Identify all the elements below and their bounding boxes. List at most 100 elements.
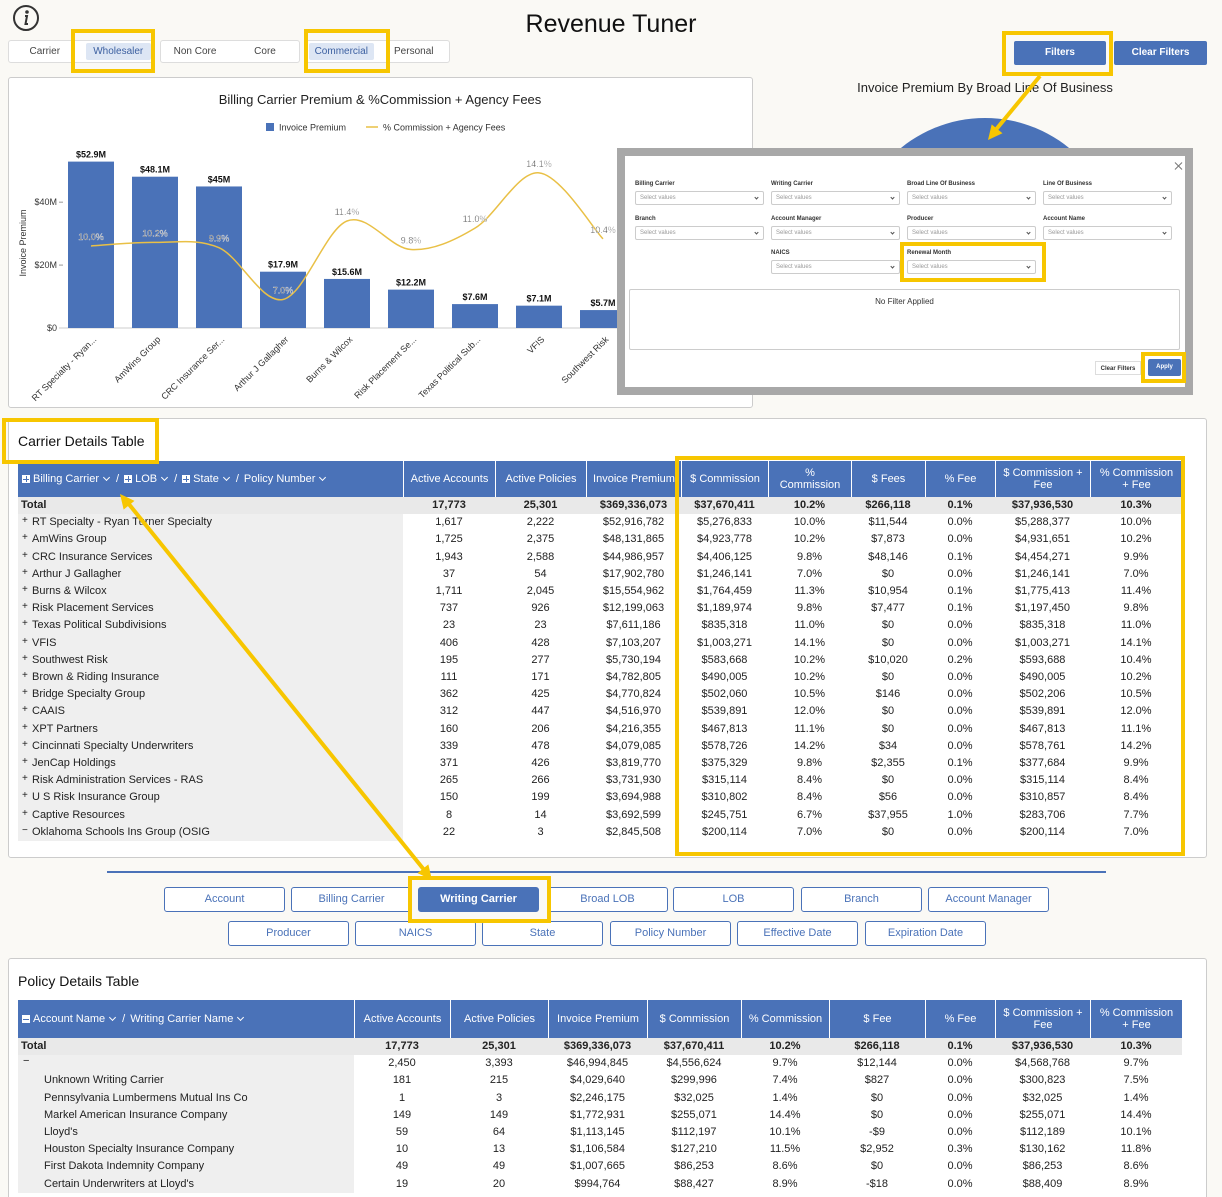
view-button[interactable]: Account Manager (928, 887, 1049, 912)
row-label: Captive Resources (32, 808, 125, 821)
column-header[interactable]: Active Accounts (403, 461, 495, 497)
line-value-label: 10.0% (78, 232, 104, 242)
cell: 9.9% (1123, 550, 1149, 563)
line-value-label: 11.4% (335, 207, 360, 217)
cell: $86,253 (674, 1160, 714, 1173)
cell: $1,246,141 (1014, 567, 1071, 580)
expand-toggle[interactable]: + (22, 584, 28, 595)
expand-toggle[interactable]: + (22, 790, 28, 802)
field-label: Writing Carrier (771, 181, 813, 187)
view-button[interactable]: Producer (228, 921, 349, 946)
cell: 11.3% (794, 585, 825, 597)
cell: 14 (534, 808, 547, 821)
expand-toggle[interactable]: + (22, 721, 28, 733)
expand-toggle[interactable]: + (22, 601, 28, 613)
info-icon[interactable] (10, 4, 42, 36)
expand-toggle[interactable]: + (22, 687, 28, 699)
dropdown-arrow (754, 195, 759, 200)
cell: 13 (492, 1143, 506, 1156)
cell: 1.4% (772, 1091, 798, 1104)
cell: 10.2% (793, 533, 826, 546)
expand-toggle[interactable]: + (22, 635, 28, 647)
expand-toggle[interactable]: + (22, 704, 28, 716)
button[interactable]: Clear Filters (1114, 41, 1207, 65)
view-button[interactable]: NAICS (355, 921, 476, 946)
expand-toggle[interactable]: + (22, 618, 28, 630)
view-button[interactable]: State (482, 921, 603, 946)
column-header[interactable]: % Fee (925, 461, 995, 497)
select[interactable]: Select values (1043, 191, 1172, 205)
expand-toggle[interactable]: − (22, 824, 28, 836)
select[interactable]: Select values (771, 260, 900, 274)
view-button[interactable]: LOB (673, 887, 794, 912)
cell: 1,617 (435, 516, 463, 529)
column-header[interactable]: % Fee (925, 1000, 995, 1038)
expand-toggle[interactable]: + (22, 807, 28, 819)
column-header[interactable]: $ Commission (681, 461, 768, 497)
column-header[interactable]: $ Commission (647, 1000, 741, 1038)
expand-toggle[interactable]: + (22, 515, 28, 527)
cell: $12,144 (857, 1057, 897, 1070)
cell: $315,114 (701, 774, 748, 787)
toggle[interactable]: Core (254, 46, 276, 57)
cell: 10 (395, 1143, 409, 1156)
button[interactable]: Clear Filters (1095, 361, 1141, 375)
expand-toggle[interactable]: + (22, 756, 28, 767)
column-header[interactable]: $ Fees (851, 461, 925, 497)
view-button[interactable]: Billing Carrier (291, 887, 412, 912)
cell: $377,684 (1019, 757, 1066, 769)
column-header[interactable]: % Commission + Fee (1090, 461, 1182, 497)
view-button[interactable]: Effective Date (737, 921, 858, 946)
select[interactable]: Select values (635, 191, 764, 205)
expand-toggle[interactable]: + (22, 773, 28, 785)
select[interactable]: Select values (907, 191, 1036, 205)
button[interactable]: Apply (1148, 359, 1181, 376)
cell: 11.1% (1120, 722, 1152, 735)
view-button[interactable]: Broad LOB (547, 887, 668, 912)
expand-toggle[interactable]: + (22, 652, 28, 664)
sort-icon (222, 473, 230, 482)
cell: 7.0% (796, 825, 823, 838)
column-header[interactable]: $ Commission + Fee (995, 461, 1090, 497)
column-header[interactable]: Active Policies (450, 1000, 548, 1038)
view-button[interactable]: Branch (801, 887, 922, 912)
column-header[interactable]: Invoice Premium (586, 461, 681, 497)
select[interactable]: Select values (1043, 225, 1172, 240)
select[interactable]: Select values (771, 225, 900, 240)
column-header[interactable]: $ Commission + Fee (995, 1000, 1090, 1038)
column-header[interactable]: Active Policies (495, 461, 586, 497)
expand-toggle[interactable]: + (22, 670, 28, 681)
toggle[interactable]: Non Core (173, 46, 217, 57)
cell: 171 (531, 671, 550, 683)
select[interactable]: Select values (907, 260, 1036, 274)
cell: $7,611,186 (606, 619, 661, 632)
toggle[interactable]: Personal (394, 46, 434, 57)
column-header[interactable]: % Commission (768, 461, 851, 497)
cell: 2,222 (526, 516, 555, 529)
row-label: RT Specialty - Ryan Turner Specialty (32, 516, 212, 529)
expand-toggle[interactable]: + (22, 738, 28, 750)
column-header[interactable]: Active Accounts (354, 1000, 450, 1038)
column-header[interactable]: Invoice Premium (548, 1000, 647, 1038)
cell: $310,802 (701, 791, 748, 804)
column-header[interactable]: % Commission + Fee (1090, 1000, 1182, 1038)
expand-toggle[interactable]: + (22, 566, 28, 578)
view-button[interactable]: Policy Number (610, 921, 731, 946)
view-button[interactable]: Expiration Date (865, 921, 986, 946)
expand-toggle[interactable]: + (22, 549, 28, 561)
view-button[interactable]: Writing Carrier (418, 887, 539, 912)
select[interactable]: Select values (907, 225, 1036, 240)
cell: 0.1% (947, 1040, 973, 1052)
expand-toggle[interactable]: − (23, 1055, 30, 1068)
view-button[interactable]: Account (164, 887, 285, 912)
toggle[interactable]: Carrier (29, 46, 61, 57)
cell: 10.2% (793, 671, 826, 683)
close-button[interactable] (1174, 161, 1184, 171)
column-header[interactable]: $ Fee (829, 1000, 925, 1038)
select[interactable]: Select values (635, 225, 764, 240)
cell: 25,301 (482, 1040, 516, 1052)
expand-toggle[interactable]: + (22, 532, 28, 544)
select[interactable]: Select values (771, 191, 900, 205)
column-header[interactable]: % Commission (741, 1000, 829, 1038)
cell: 2,588 (526, 550, 555, 563)
